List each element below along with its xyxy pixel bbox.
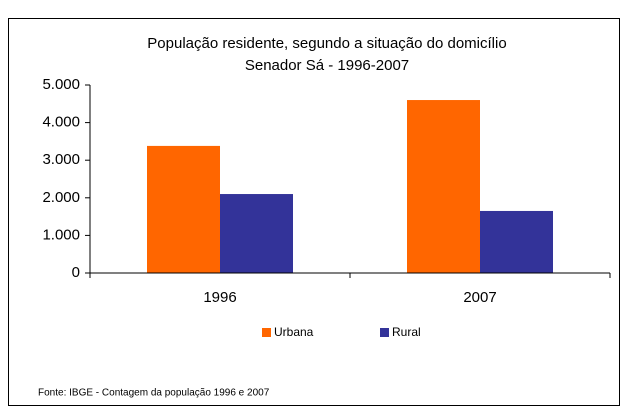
legend-label: Urbana	[274, 325, 314, 339]
bar	[220, 194, 293, 273]
legend-label: Rural	[392, 325, 421, 339]
bar	[147, 145, 220, 273]
x-tick-label: 1996	[203, 289, 236, 306]
bar	[407, 100, 480, 273]
source-note: Fonte: IBGE - Contagem da população 1996…	[38, 388, 270, 399]
chart-subtitle: Senador Sá - 1996-2007	[245, 57, 409, 74]
y-tick-label: 1.000	[42, 226, 80, 243]
y-tick-label: 3.000	[42, 151, 80, 168]
y-tick-label: 0	[72, 264, 80, 281]
y-tick-label: 4.000	[42, 114, 80, 131]
y-tick-label: 2.000	[42, 189, 80, 206]
bar	[480, 210, 553, 273]
y-tick-label: 5.000	[42, 76, 80, 93]
x-tick-label: 2007	[463, 289, 496, 306]
legend-swatch	[380, 328, 389, 337]
chart-title: População residente, segundo a situação …	[147, 35, 506, 52]
legend-swatch	[262, 328, 271, 337]
